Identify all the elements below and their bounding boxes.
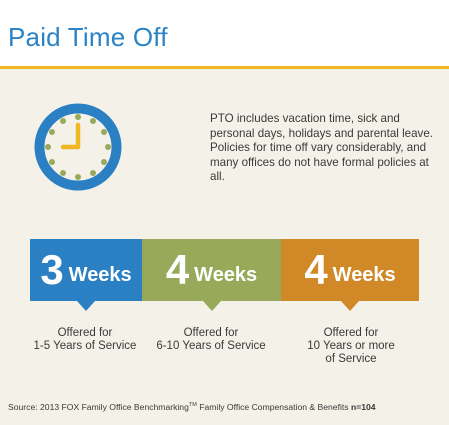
caption-line: 6-10 Years of Service [156, 340, 266, 352]
tier-number: 4 [304, 246, 328, 293]
page-title: Paid Time Off [8, 22, 168, 52]
tier-box-1: 3 Weeks [30, 239, 142, 311]
caption-line: Offered for [183, 327, 239, 339]
caption-line: Offered for [323, 327, 379, 339]
clock-hands [60, 122, 81, 150]
source-note: Source: 2013 FOX Family Office Benchmark… [8, 402, 376, 412]
header: Paid Time Off [0, 0, 449, 66]
source-suffix: Family Office Compensation & Benefits [196, 402, 351, 412]
tier-unit: Weeks [194, 264, 258, 286]
caption-line: 10 Years or more [307, 340, 395, 352]
tier-caption-1: Offered for 1-5 Years of Service [15, 327, 155, 353]
tier-box-3: 4 Weeks [281, 239, 419, 311]
header-divider [0, 66, 449, 69]
tier-unit: Weeks [68, 264, 132, 286]
tier-box-2: 4 Weeks [142, 239, 281, 311]
trademark-mark: TM [188, 402, 197, 409]
tier-caption-3: Offered for 10 Years or more of Service [286, 327, 416, 366]
tier-number: 4 [165, 246, 190, 293]
pto-description: PTO includes vacation time, sick and per… [210, 112, 434, 183]
tier-number: 3 [40, 246, 64, 293]
clock-ticks [45, 114, 111, 180]
source-prefix: Source: 2013 FOX Family Office Benchmark… [8, 402, 189, 412]
tier-unit: Weeks [332, 264, 396, 286]
clock-icon [34, 103, 122, 191]
sample-size: n=104 [350, 402, 376, 412]
caption-line: 1-5 Years of Service [33, 340, 137, 352]
tier-caption-2: Offered for 6-10 Years of Service [146, 327, 276, 353]
caption-line: of Service [325, 353, 377, 365]
caption-line: Offered for [57, 327, 113, 339]
